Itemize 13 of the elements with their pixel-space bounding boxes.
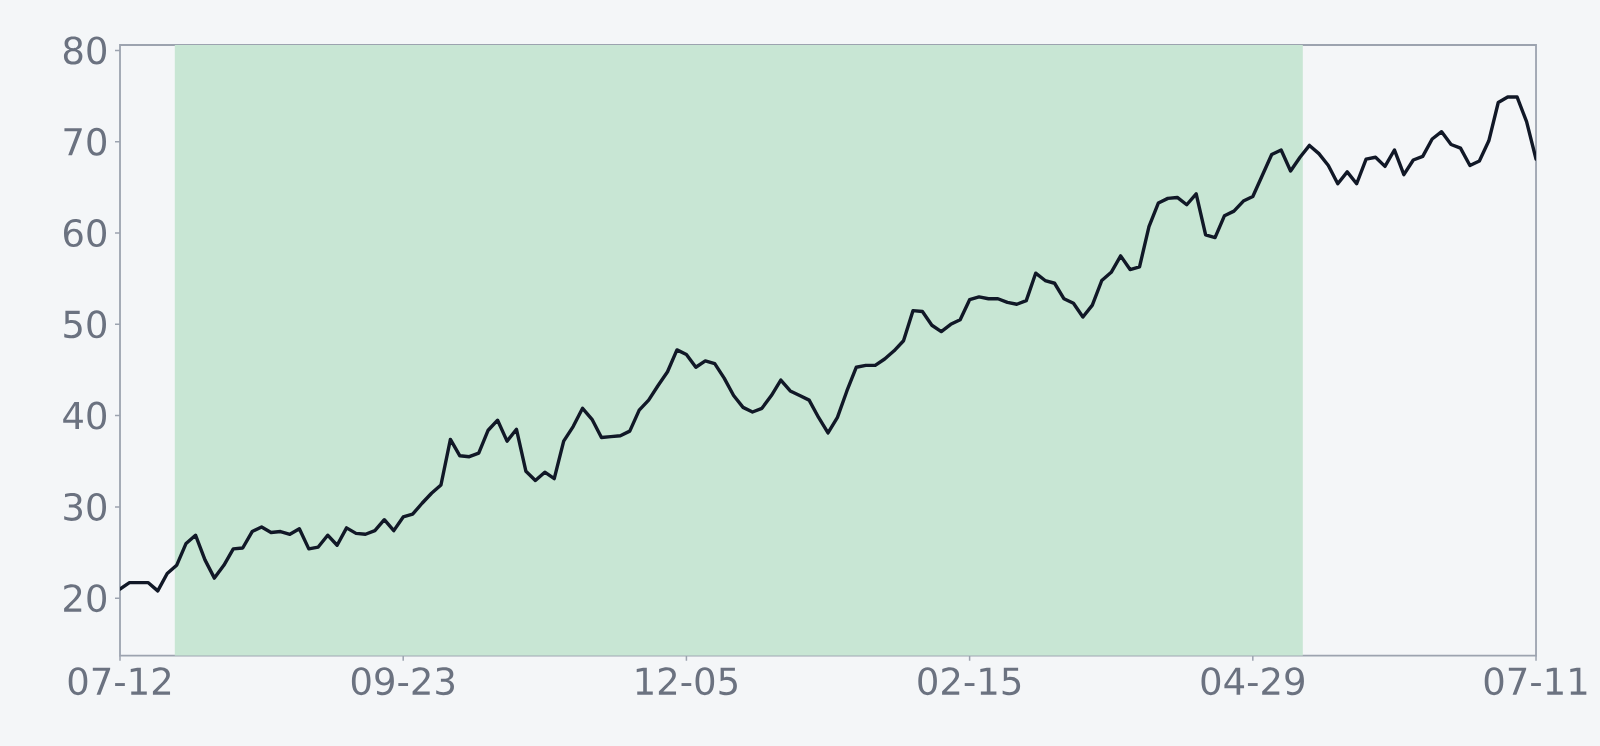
x-tick-label: 07-12: [68, 667, 171, 696]
y-tick-label: 80: [63, 36, 107, 65]
y-tick-label: 70: [64, 127, 107, 156]
y-tick-label: 50: [64, 310, 107, 339]
x-tick-label: 07-11: [1484, 667, 1587, 696]
x-tick-label: 09-23: [351, 667, 454, 696]
y-tick-label: 20: [64, 584, 107, 613]
y-tick-label: 30: [64, 492, 107, 521]
x-tick-label: 04-29: [1201, 667, 1304, 696]
y-tick-label: 60: [63, 219, 107, 248]
x-tick-label: 02-15: [918, 667, 1021, 696]
y-tick-label: 40: [63, 401, 107, 430]
x-tick-label: 12-05: [636, 667, 737, 696]
